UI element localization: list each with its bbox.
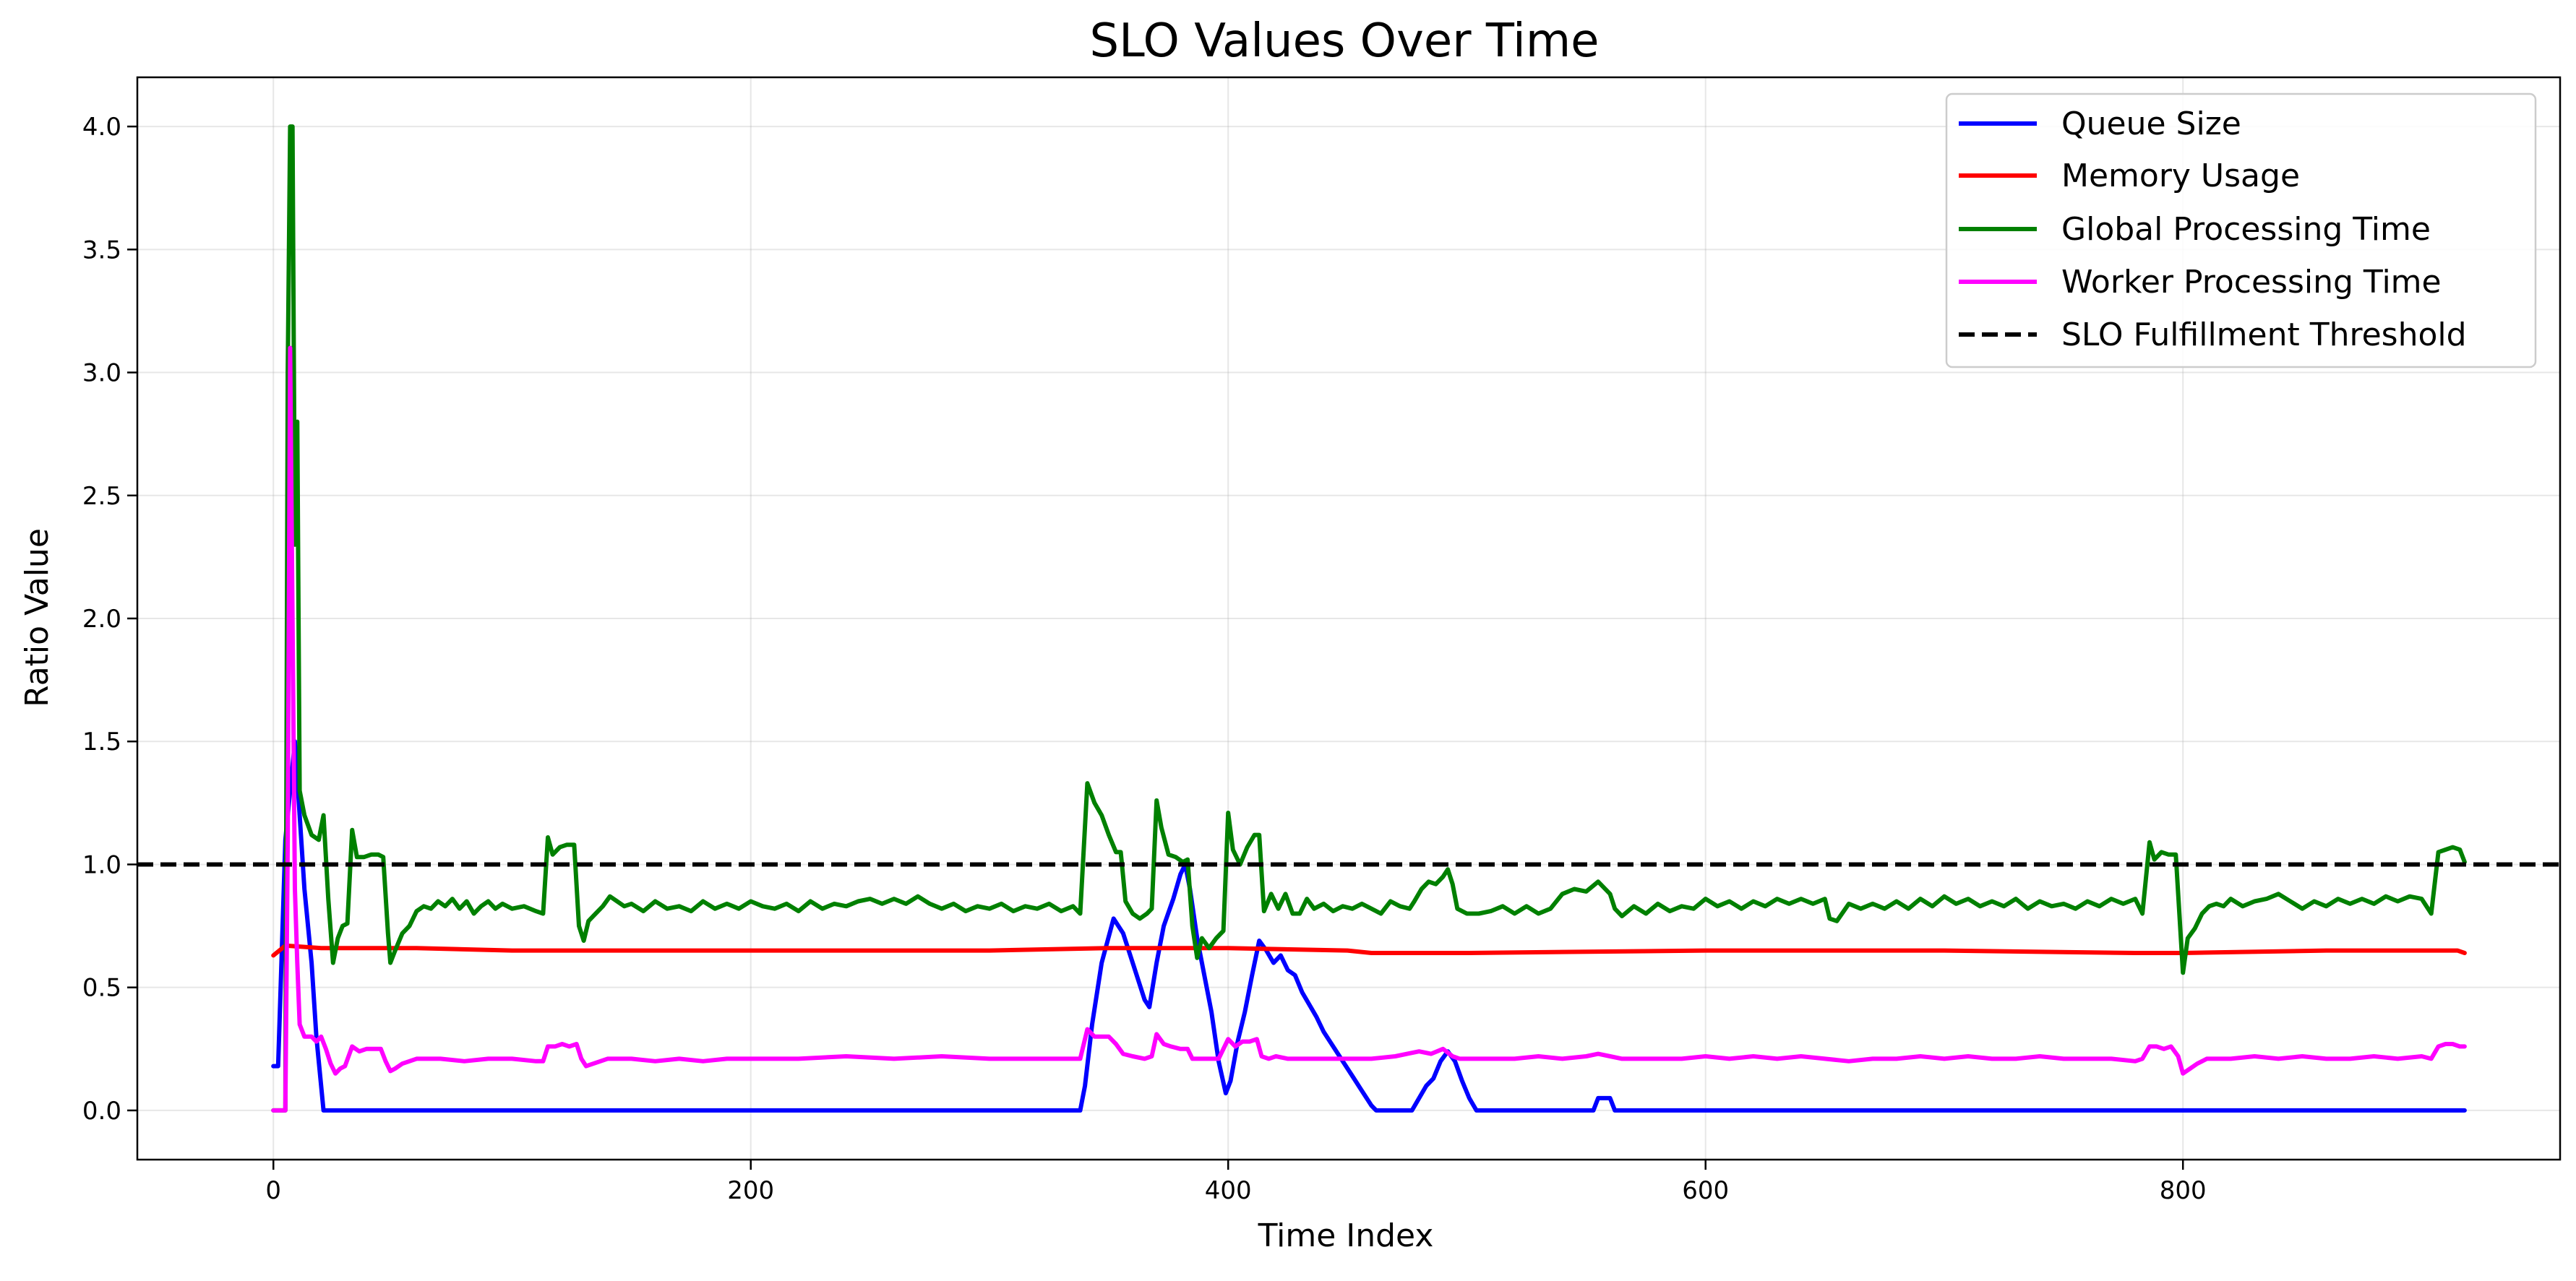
y-tick-label: 0.5 xyxy=(82,974,121,1003)
y-tick-label: 4.0 xyxy=(82,113,121,142)
x-tick-label: 600 xyxy=(1682,1176,1729,1205)
legend-label-slo-threshold: SLO Fulfillment Threshold xyxy=(2061,316,2467,353)
x-tick-label: 800 xyxy=(2160,1176,2207,1205)
chart-title: SLO Values Over Time xyxy=(1089,14,1599,68)
series-line-worker-processing-time xyxy=(271,345,2467,1113)
x-tick-label: 400 xyxy=(1205,1176,1252,1205)
x-axis-label: Time Index xyxy=(1258,1217,1434,1254)
legend: Queue Size Memory Usage Global Processin… xyxy=(1945,92,2537,368)
legend-label-worker-processing-time: Worker Processing Time xyxy=(2061,264,2442,301)
y-tick-label: 2.0 xyxy=(82,605,121,634)
y-tick-label: 3.0 xyxy=(82,359,121,388)
y-tick-label: 0.0 xyxy=(82,1097,121,1126)
legend-label-queue-size: Queue Size xyxy=(2061,105,2241,142)
legend-item-worker-processing-time: Worker Processing Time xyxy=(1959,264,2442,301)
legend-box xyxy=(1945,92,2537,368)
legend-item-slo-threshold: SLO Fulfillment Threshold xyxy=(1959,316,2467,353)
legend-item-memory-usage: Memory Usage xyxy=(1959,158,2300,194)
legend-label-memory-usage: Memory Usage xyxy=(2061,158,2300,194)
legend-item-queue-size: Queue Size xyxy=(1959,105,2241,142)
y-tick-label: 1.5 xyxy=(82,728,121,756)
y-tick-label: 1.0 xyxy=(82,850,121,879)
y-axis-label: Ratio Value xyxy=(19,528,56,707)
series-line-global-processing-time xyxy=(271,124,2467,1113)
series-lines xyxy=(137,124,2560,1113)
legend-label-global-processing-time: Global Processing Time xyxy=(2061,211,2431,248)
y-tick-label: 2.5 xyxy=(82,482,121,511)
axis-ticks: 0 200 400 600 800 0.0 0.5 1.0 1.5 2.0 2.5 3.0 3.5 4.0 xyxy=(82,113,2207,1205)
legend-item-global-processing-time: Global Processing Time xyxy=(1959,211,2431,248)
y-tick-label: 3.5 xyxy=(82,236,121,264)
x-tick-label: 200 xyxy=(727,1176,774,1205)
x-tick-label: 0 xyxy=(265,1176,281,1205)
series-line-queue-size xyxy=(271,739,2467,1113)
